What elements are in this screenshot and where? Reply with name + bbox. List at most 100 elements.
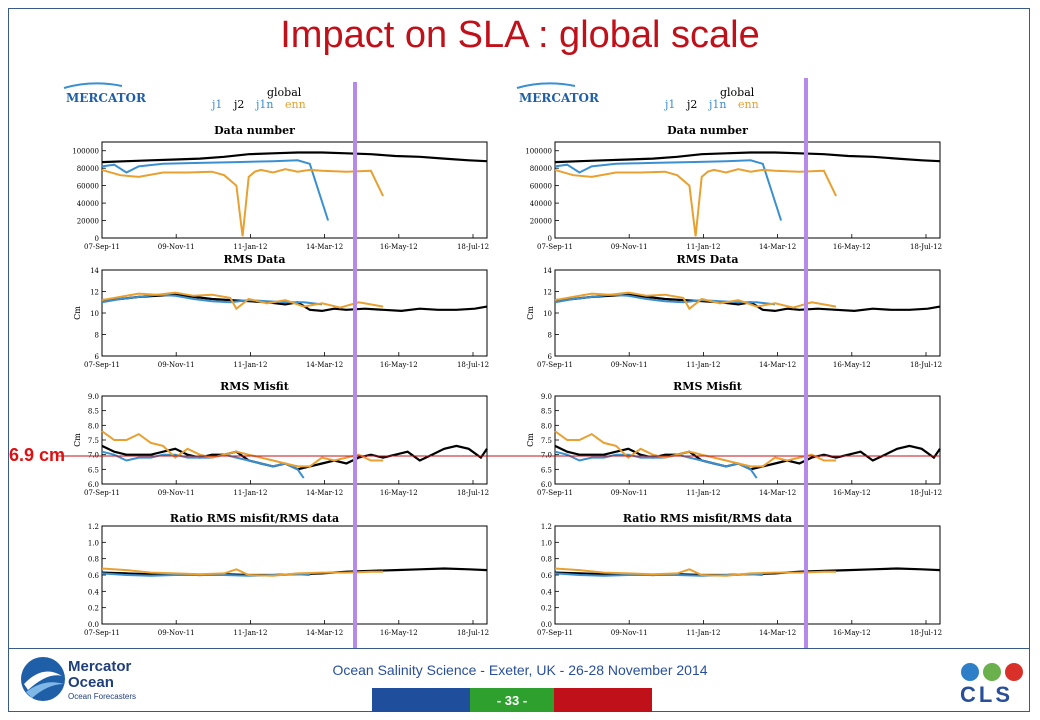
y-tick-label: 20000 (77, 218, 99, 226)
y-tick-label: 0.4 (88, 588, 100, 596)
x-tick-label: 14-Mar-12 (306, 243, 343, 251)
global-label: global (267, 86, 302, 99)
x-tick-label: 09-Nov-11 (611, 489, 648, 497)
y-tick-label: 10 (90, 310, 99, 318)
y-tick-label: 14 (90, 267, 99, 275)
y-tick-label: 12 (543, 289, 552, 297)
x-tick-label: 18-Jul-12 (910, 361, 942, 369)
x-tick-label: 14-Mar-12 (306, 629, 343, 637)
cls-circles-icon (961, 663, 1023, 681)
legend-enn: enn (285, 98, 306, 111)
mercator-ocean-logo: Mercator Ocean Ocean Forecasters (18, 654, 142, 706)
y-tick-label: 6 (548, 353, 553, 361)
series-line-1 (101, 151, 488, 164)
x-tick-label: 16-May-12 (380, 629, 418, 637)
mercator-swoosh-icon (63, 82, 123, 89)
y-tick-label: 40000 (77, 200, 99, 208)
y-tick-label: 1.0 (88, 539, 99, 547)
y-tick-label: 60000 (77, 183, 99, 191)
page-number: - 33 - (470, 688, 554, 712)
series-line-2 (101, 159, 330, 221)
x-tick-label: 09-Nov-11 (158, 629, 195, 637)
y-tick-label: 7.5 (88, 437, 99, 445)
x-tick-label: 16-May-12 (380, 361, 418, 369)
y-tick-label: 9.0 (88, 393, 99, 401)
x-tick-label: 18-Jul-12 (457, 243, 489, 251)
series-line-2 (101, 450, 305, 479)
x-tick-label: 11-Jan-12 (233, 243, 267, 251)
x-tick-label: 07-Sep-11 (84, 489, 120, 497)
x-tick-label: 18-Jul-12 (910, 243, 942, 251)
chart-title: Ratio RMS misfit/RMS data (170, 512, 339, 525)
y-tick-label: 60000 (530, 183, 552, 191)
y-tick-label: 8.5 (541, 408, 552, 416)
y-tick-label: 8 (95, 332, 99, 340)
y-tick-label: 0.6 (88, 572, 100, 580)
series-line-2 (554, 159, 783, 221)
x-tick-label: 11-Jan-12 (686, 243, 720, 251)
y-tick-label: 0 (548, 235, 552, 243)
footer-text: Ocean Salinity Science - Exeter, UK - 26… (332, 662, 708, 678)
plot-frame (554, 269, 941, 357)
x-tick-label: 14-Mar-12 (759, 243, 796, 251)
chart-3: RMS Misfit6.06.57.07.58.08.59.0Cm07-Sep-… (526, 380, 942, 497)
y-tick-label: 8.0 (541, 422, 552, 430)
chart-2: RMS Data 6 8 10 12 14 Cm 07-Sep-11 09-Nov-11 11-J… (526, 253, 942, 369)
x-tick-label: 09-Nov-11 (158, 243, 195, 251)
x-tick-label: 09-Nov-11 (158, 489, 195, 497)
series-line-3 (101, 567, 384, 577)
x-tick-label: 18-Jul-12 (457, 629, 489, 637)
legend-enn: enn (738, 98, 759, 111)
mercator-small-logo: MERCATOR (519, 91, 600, 105)
x-tick-label: 07-Sep-11 (537, 489, 573, 497)
series-line-3 (554, 291, 837, 311)
series-line-3 (554, 430, 837, 468)
series-line-3 (101, 430, 384, 468)
legend-j1: j1 (663, 98, 675, 111)
chart-4: Ratio RMS misfit/RMS data 0.0 0.2 0.4 0.6 0.8… (84, 512, 489, 637)
mercator-swoosh-icon (516, 82, 576, 89)
y-tick-label: 6.5 (541, 466, 552, 474)
chart-3: RMS Misfit6.06.57.07.58.08.59.0Cm07-Sep-… (73, 380, 489, 497)
x-tick-label: 14-Mar-12 (306, 489, 343, 497)
legend-j1n: j1n (707, 98, 727, 111)
x-tick-label: 16-May-12 (833, 629, 871, 637)
chart-title: RMS Data (677, 253, 739, 266)
y-tick-label: 14 (543, 267, 552, 275)
y-tick-label: 0.2 (541, 605, 552, 613)
chart-1: Data number 0 20000 40000 60000 80000 100000 07… (525, 124, 942, 251)
y-tick-label: 9.0 (541, 393, 552, 401)
chart-1: Data number 0 20000 40000 60000 80000 100000 07… (72, 124, 489, 251)
x-tick-label: 16-May-12 (833, 361, 871, 369)
x-tick-label: 11-Jan-12 (233, 361, 267, 369)
y-tick-label: 0.8 (88, 556, 99, 564)
y-tick-label: 0 (95, 235, 99, 243)
x-tick-label: 16-May-12 (380, 243, 418, 251)
x-tick-label: 07-Sep-11 (84, 361, 120, 369)
y-tick-label: 20000 (530, 218, 552, 226)
x-tick-label: 18-Jul-12 (457, 361, 489, 369)
x-tick-label: 16-May-12 (833, 243, 871, 251)
chart-title: RMS Misfit (673, 380, 743, 393)
x-tick-label: 09-Nov-11 (611, 243, 648, 251)
y-tick-label: 80000 (77, 165, 99, 173)
y-tick-label: 80000 (530, 165, 552, 173)
chart-2: RMS Data 6 8 10 12 14 Cm 07-Sep-11 09-Nov-11 11-J… (73, 253, 489, 369)
legend-j2: j2 (232, 98, 244, 111)
y-tick-label: 1.2 (541, 523, 552, 531)
chart-4: Ratio RMS misfit/RMS data 0.0 0.2 0.4 0.6 0.8… (537, 512, 942, 637)
y-tick-label: 8.0 (88, 422, 99, 430)
series-line-2 (101, 293, 323, 306)
series-line-3 (554, 168, 838, 237)
mercator-small-logo: MERCATOR (66, 91, 147, 105)
y-tick-label: 6.0 (541, 481, 552, 489)
cls-logo: CLS (958, 660, 1026, 708)
chart-title: Data number (214, 124, 295, 137)
y-tick-label: 40000 (530, 200, 552, 208)
y-tick-label: 6 (95, 353, 100, 361)
x-tick-label: 11-Jan-12 (233, 489, 267, 497)
x-tick-label: 14-Mar-12 (759, 361, 796, 369)
logo-ocean: Ocean (68, 674, 114, 691)
y-tick-label: 6.0 (88, 481, 99, 489)
y-tick-label: 100000 (72, 148, 99, 156)
